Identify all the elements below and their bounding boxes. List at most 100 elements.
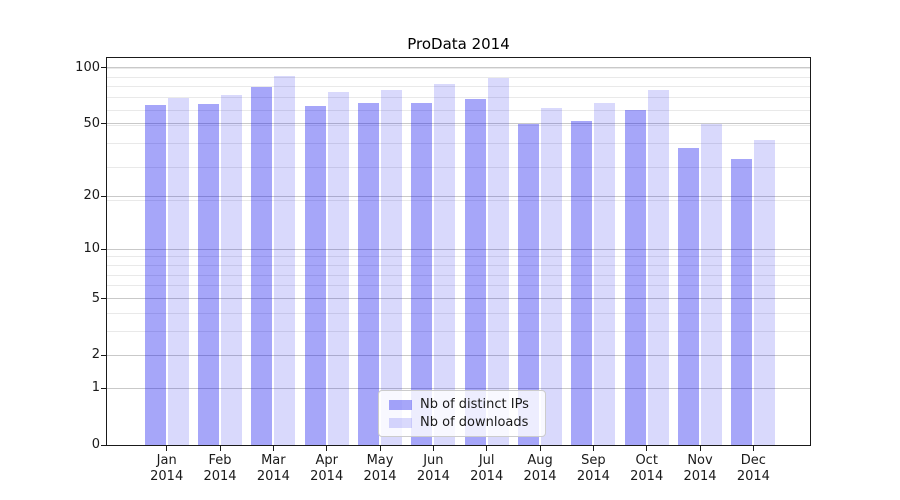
bar-distinct-ips (198, 103, 220, 445)
bar-distinct-ips (571, 120, 593, 445)
y-gridline (107, 195, 810, 197)
x-tick-year: 2014 (736, 469, 770, 484)
y-gridline (107, 354, 810, 356)
bar-downloads (754, 139, 776, 445)
x-tick-mark (486, 446, 488, 451)
x-tick-year: 2014 (310, 469, 344, 484)
y-minor-gridline (107, 142, 810, 144)
x-tick-mark (219, 446, 221, 451)
bar-distinct-ips (358, 102, 380, 445)
x-tick-month: Dec (740, 453, 766, 468)
y-minor-gridline (107, 256, 810, 258)
y-tick-label: 1 (91, 380, 100, 396)
y-minor-gridline (107, 68, 810, 70)
y-minor-gridline (107, 124, 810, 126)
y-tick-mark (101, 248, 106, 250)
bar-downloads (701, 123, 723, 445)
y-gridline (107, 248, 810, 250)
bar-distinct-ips (678, 147, 700, 445)
bar-distinct-ips (304, 106, 326, 445)
x-tick-year: 2014 (683, 469, 717, 484)
y-minor-gridline (107, 97, 810, 99)
y-gridline (107, 123, 810, 125)
y-minor-gridline (107, 264, 810, 266)
y-tick-mark (101, 354, 106, 356)
bar-distinct-ips (731, 159, 753, 445)
legend-item-label: Nb of distinct IPs (420, 397, 529, 412)
y-tick-label: 5 (91, 290, 100, 306)
x-tick-mark (539, 446, 541, 451)
x-tick-label: May 2014 (340, 453, 420, 485)
legend-item: Nb of downloads (389, 415, 535, 430)
bar-downloads (274, 76, 296, 445)
bar-downloads (327, 92, 349, 445)
bar-distinct-ips (518, 123, 540, 445)
y-tick-mark (101, 67, 106, 69)
y-minor-gridline (107, 86, 810, 88)
legend-item-label: Nb of downloads (420, 415, 529, 430)
y-minor-gridline (107, 331, 810, 333)
x-tick-label: Sep 2014 (553, 453, 633, 485)
x-tick-mark (592, 446, 594, 451)
x-tick-month: Aug (527, 453, 553, 468)
x-tick-year: 2014 (523, 469, 557, 484)
y-minor-gridline (107, 76, 810, 78)
bar-distinct-ips (411, 102, 433, 445)
x-tick-year: 2014 (576, 469, 610, 484)
y-tick-mark (101, 387, 106, 389)
x-tick-label: Jun 2014 (393, 453, 473, 485)
x-tick-mark (326, 446, 328, 451)
bar-downloads (167, 97, 189, 445)
bar-downloads (647, 89, 669, 445)
bar-downloads (541, 107, 563, 445)
legend-item: Nb of distinct IPs (389, 397, 535, 412)
bar-distinct-ips (144, 105, 166, 445)
x-tick-label: Apr 2014 (287, 453, 367, 485)
x-tick-year: 2014 (363, 469, 397, 484)
y-minor-gridline (107, 312, 810, 314)
x-tick-mark (379, 446, 381, 451)
chart-title: ProData 2014 (407, 35, 510, 53)
x-tick-month: Nov (687, 453, 713, 468)
x-tick-year: 2014 (630, 469, 664, 484)
y-minor-gridline (107, 109, 810, 111)
y-minor-gridline (107, 285, 810, 287)
bar-distinct-ips (624, 110, 646, 445)
x-tick-year: 2014 (256, 469, 290, 484)
y-gridline (107, 387, 810, 389)
y-minor-gridline (107, 166, 810, 168)
y-tick-mark (101, 444, 106, 446)
x-tick-month: Feb (208, 453, 232, 468)
x-tick-mark (166, 446, 168, 451)
x-tick-month: Jun (423, 453, 444, 468)
x-tick-label: Mar 2014 (233, 453, 313, 485)
bar-distinct-ips (251, 86, 273, 445)
plot-area (106, 57, 811, 446)
y-tick-label: 2 (91, 347, 100, 363)
x-tick-mark (272, 446, 274, 451)
x-tick-mark (699, 446, 701, 451)
x-tick-label: Oct 2014 (607, 453, 687, 485)
bar-distinct-ips (464, 98, 486, 445)
x-tick-label: Jul 2014 (447, 453, 527, 485)
x-tick-month: Oct (635, 453, 658, 468)
x-tick-label: Nov 2014 (660, 453, 740, 485)
bar-downloads (487, 78, 509, 445)
legend-swatch (389, 417, 412, 428)
y-minor-gridline (107, 199, 810, 201)
x-tick-mark (752, 446, 754, 451)
y-tick-label: 10 (83, 241, 100, 256)
y-tick-label: 20 (83, 188, 100, 204)
y-gridline (107, 298, 810, 300)
x-tick-mark (432, 446, 434, 451)
y-minor-gridline (107, 274, 810, 276)
x-tick-label: Aug 2014 (500, 453, 580, 485)
x-tick-month: May (366, 453, 394, 468)
y-gridline (107, 67, 810, 69)
y-tick-label: 100 (75, 59, 100, 75)
bar-layer (107, 58, 810, 445)
y-tick-mark (101, 123, 106, 125)
x-tick-year: 2014 (150, 469, 184, 484)
x-tick-label: Jan 2014 (127, 453, 207, 485)
